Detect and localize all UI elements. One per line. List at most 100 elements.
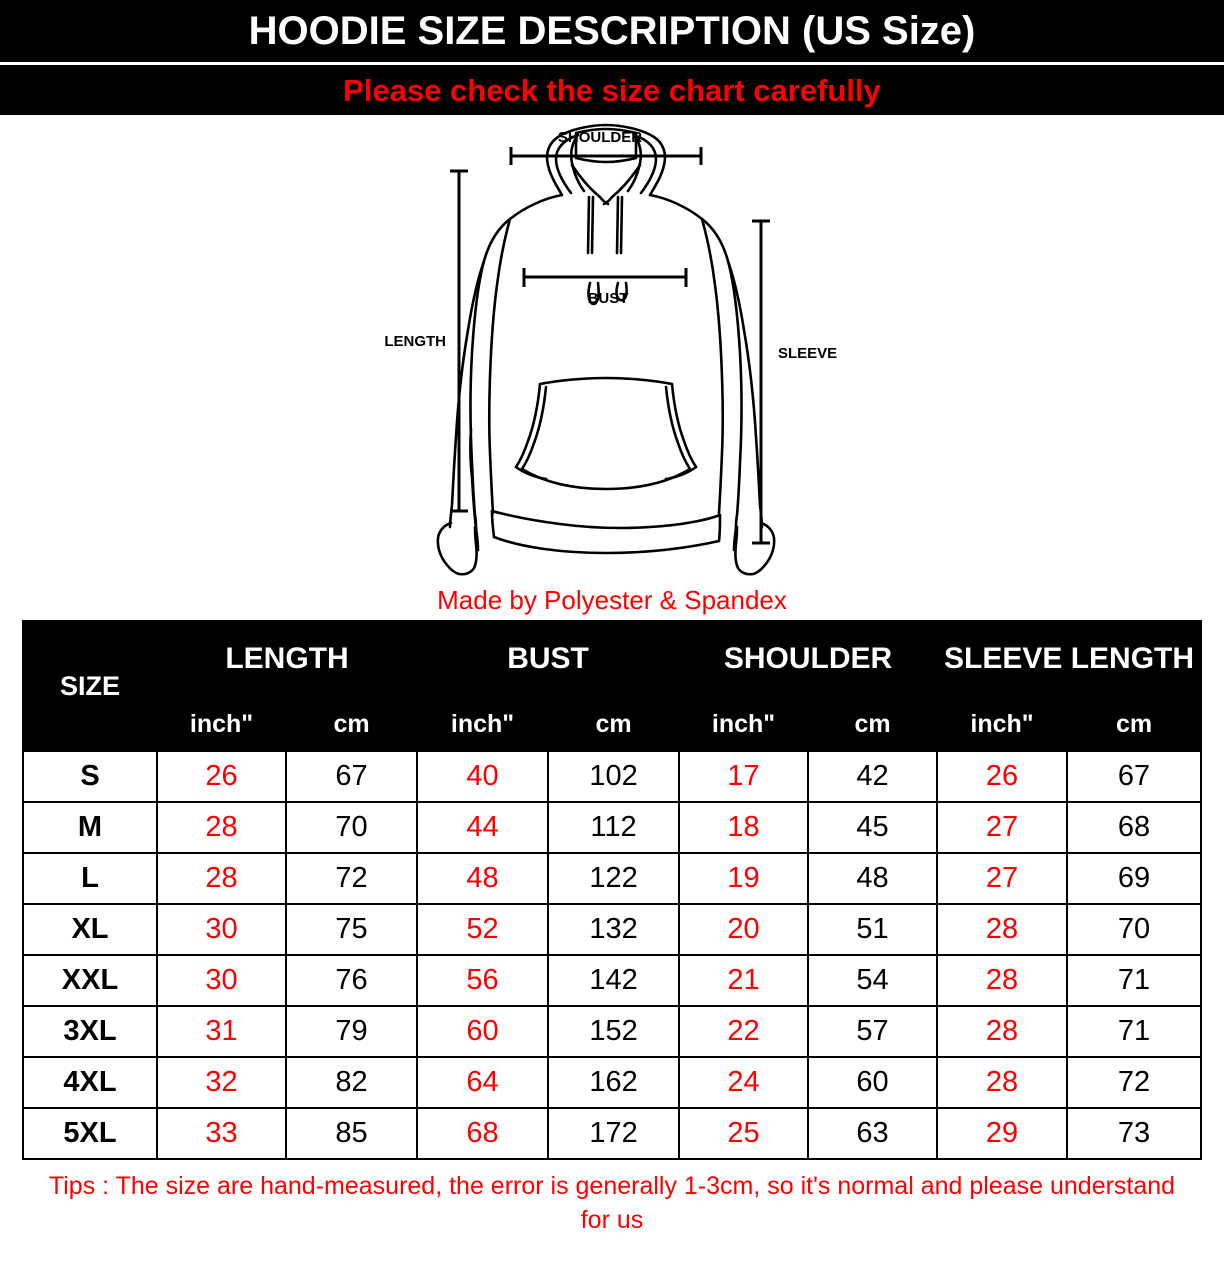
- shoulder-measure-line: [509, 147, 703, 165]
- cell-length-inch: 28: [156, 801, 287, 854]
- header-group-bust: BUST: [416, 620, 681, 698]
- table-header-row-units: inch" cm inch" cm inch" cm inch" cm: [23, 696, 1203, 752]
- cell-bust-inch: 60: [416, 1005, 550, 1058]
- cell-sleeve-inch: 29: [936, 1107, 1069, 1160]
- cell-sleeve-inch: 26: [936, 750, 1069, 803]
- cell-shoulder-cm: 54: [807, 954, 939, 1007]
- cell-sleeve-cm: 73: [1066, 1107, 1203, 1160]
- length-label: LENGTH: [384, 333, 446, 350]
- cell-length-inch: 31: [156, 1005, 287, 1058]
- cell-shoulder-cm: 48: [807, 852, 939, 905]
- cell-shoulder-inch: 18: [678, 801, 810, 854]
- size-table-wrapper: SIZE LENGTH BUST SHOULDER SLEEVE LENGTH …: [0, 620, 1224, 1160]
- cell-bust-inch: 48: [416, 852, 550, 905]
- table-row: 5XL 33 85 68 172 25 63 29 73: [22, 1107, 1203, 1160]
- cell-length-cm: 75: [284, 903, 419, 956]
- table-row: 3XL 31 79 60 152 22 57 28 71: [22, 1005, 1203, 1058]
- cell-sleeve-inch: 28: [936, 954, 1069, 1007]
- cell-sleeve-inch: 27: [936, 852, 1069, 905]
- cell-length-cm: 67: [284, 750, 419, 803]
- table-header-row-groups: SIZE LENGTH BUST SHOULDER SLEEVE LENGTH: [22, 620, 1203, 752]
- cell-sleeve-cm: 68: [1066, 801, 1203, 854]
- header-unit-shoulder-cm: cm: [807, 696, 939, 752]
- cell-size: L: [22, 852, 158, 905]
- cell-shoulder-inch: 22: [678, 1005, 810, 1058]
- cell-bust-inch: 44: [416, 801, 550, 854]
- header-unit-length-cm: cm: [284, 696, 419, 752]
- cell-bust-inch: 56: [416, 954, 550, 1007]
- cell-length-cm: 76: [284, 954, 419, 1007]
- table-row: XXL 30 76 56 142 21 54 28 71: [22, 954, 1203, 1007]
- sleeve-measure-line: [752, 219, 770, 545]
- cell-length-cm: 85: [284, 1107, 419, 1160]
- cell-bust-inch: 68: [416, 1107, 550, 1160]
- cell-sleeve-cm: 72: [1066, 1056, 1203, 1109]
- cell-sleeve-cm: 69: [1066, 852, 1203, 905]
- title-banner: HOODIE SIZE DESCRIPTION (US Size): [0, 0, 1224, 62]
- cell-sleeve-cm: 71: [1066, 1005, 1203, 1058]
- tips-note: Tips : The size are hand-measured, the e…: [48, 1172, 1176, 1234]
- subtitle-banner: Please check the size chart carefully: [0, 65, 1224, 115]
- cell-shoulder-cm: 45: [807, 801, 939, 854]
- cell-size: 3XL: [22, 1005, 158, 1058]
- header-unit-bust-cm: cm: [547, 696, 681, 752]
- cell-shoulder-cm: 42: [807, 750, 939, 803]
- size-chart-table: SIZE LENGTH BUST SHOULDER SLEEVE LENGTH …: [22, 620, 1203, 1160]
- cell-shoulder-cm: 63: [807, 1107, 939, 1160]
- table-row: 4XL 32 82 64 162 24 60 28 72: [22, 1056, 1203, 1109]
- cell-shoulder-inch: 19: [678, 852, 810, 905]
- header-group-sleeve-length: SLEEVE LENGTH: [936, 620, 1203, 698]
- cell-shoulder-cm: 51: [807, 903, 939, 956]
- cell-sleeve-inch: 27: [936, 801, 1069, 854]
- hoodie-diagram-area: SHOULDER LENGTH SLEEVE BUST: [0, 115, 1224, 620]
- cell-bust-cm: 152: [547, 1005, 681, 1058]
- cell-length-cm: 70: [284, 801, 419, 854]
- cell-size: M: [22, 801, 158, 854]
- cell-shoulder-cm: 60: [807, 1056, 939, 1109]
- length-measure-line: [450, 169, 468, 513]
- cell-shoulder-inch: 17: [678, 750, 810, 803]
- hoodie-outline: [436, 123, 776, 576]
- header-group-length: LENGTH: [155, 620, 419, 698]
- banner-divider: [0, 62, 1224, 65]
- header-size: SIZE: [22, 620, 158, 752]
- cell-sleeve-inch: 28: [936, 1056, 1069, 1109]
- cell-sleeve-cm: 71: [1066, 954, 1203, 1007]
- table-row: XL 30 75 52 132 20 51 28 70: [22, 903, 1203, 956]
- cell-sleeve-inch: 28: [936, 903, 1069, 956]
- bust-measure-line: [522, 268, 688, 287]
- hoodie-illustration: SHOULDER LENGTH SLEEVE BUST: [384, 123, 837, 576]
- cell-sleeve-cm: 67: [1066, 750, 1203, 803]
- material-caption: Made by Polyester & Spandex: [437, 585, 787, 615]
- cell-size: 4XL: [22, 1056, 158, 1109]
- cell-bust-inch: 64: [416, 1056, 550, 1109]
- cell-shoulder-cm: 57: [807, 1005, 939, 1058]
- cell-bust-cm: 142: [547, 954, 681, 1007]
- cell-length-cm: 72: [284, 852, 419, 905]
- cell-shoulder-inch: 20: [678, 903, 810, 956]
- cell-size: 5XL: [22, 1107, 158, 1160]
- cell-bust-cm: 162: [547, 1056, 681, 1109]
- cell-length-inch: 26: [156, 750, 287, 803]
- table-body: S 26 67 40 102 17 42 26 67 M 28 70 44 11…: [22, 750, 1203, 1160]
- cell-bust-cm: 132: [547, 903, 681, 956]
- table-row: S 26 67 40 102 17 42 26 67: [22, 750, 1203, 803]
- page-title: HOODIE SIZE DESCRIPTION (US Size): [248, 9, 976, 53]
- cell-bust-cm: 112: [547, 801, 681, 854]
- cell-bust-inch: 52: [416, 903, 550, 956]
- cell-shoulder-inch: 21: [678, 954, 810, 1007]
- header-group-shoulder: SHOULDER: [678, 620, 939, 698]
- cell-length-inch: 30: [156, 903, 287, 956]
- header-unit-sleeve-cm: cm: [1066, 696, 1203, 752]
- cell-length-cm: 79: [284, 1005, 419, 1058]
- cell-bust-cm: 172: [547, 1107, 681, 1160]
- header-unit-sleeve-inch: inch": [936, 696, 1069, 752]
- header-unit-bust-inch: inch": [416, 696, 550, 752]
- cell-size: S: [22, 750, 158, 803]
- cell-length-inch: 30: [156, 954, 287, 1007]
- cell-bust-cm: 122: [547, 852, 681, 905]
- cell-size: XL: [22, 903, 158, 956]
- cell-length-inch: 32: [156, 1056, 287, 1109]
- cell-length-cm: 82: [284, 1056, 419, 1109]
- cell-length-inch: 33: [156, 1107, 287, 1160]
